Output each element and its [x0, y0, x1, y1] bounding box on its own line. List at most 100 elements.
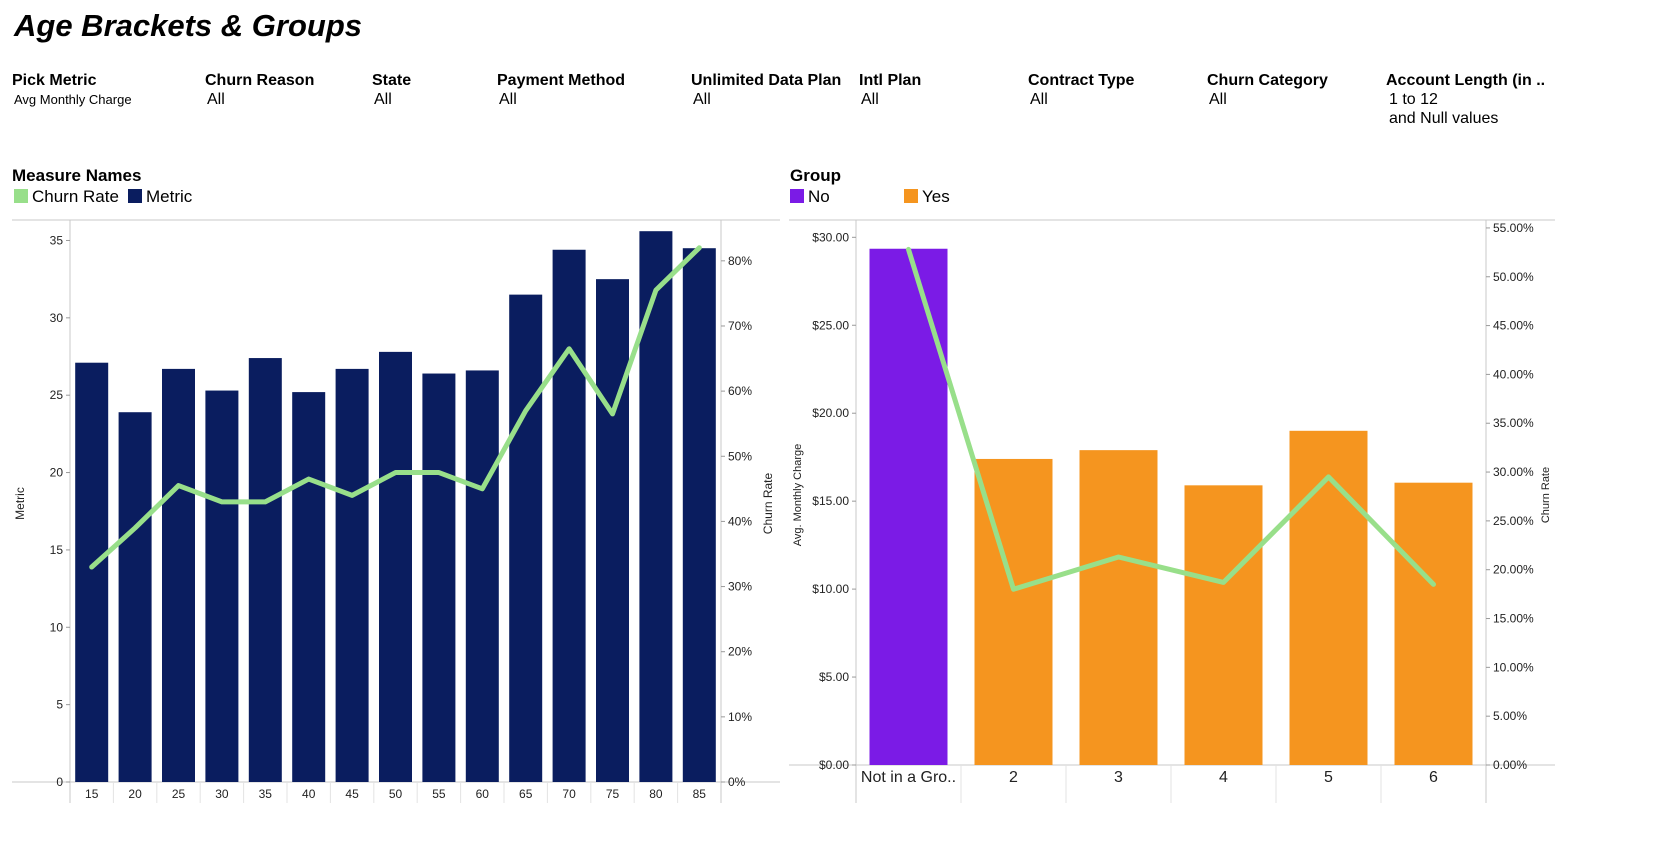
- legend-swatch: [14, 189, 28, 203]
- chart1-churn-rate-point: [698, 247, 700, 249]
- chart1-churn-rate-point: [351, 494, 353, 496]
- filter-value[interactable]: All: [374, 91, 392, 108]
- chart1-churn-rate-point: [221, 501, 223, 503]
- chart1-right-tick-label: 80%: [728, 254, 752, 268]
- chart1-category-label: 50: [389, 787, 403, 801]
- chart1-right-tick-label: 10%: [728, 710, 752, 724]
- chart1-category-label: 40: [302, 787, 316, 801]
- filter-churn-category[interactable]: Churn Category All: [1207, 72, 1328, 109]
- chart1-left-tick-label: 15: [50, 543, 64, 557]
- chart1-bar: [422, 373, 456, 782]
- chart2-right-tick-label: 25.00%: [1493, 514, 1534, 528]
- chart1-churn-rate-point: [178, 485, 179, 487]
- chart1-bar: [335, 368, 369, 782]
- filter-label: Contract Type: [1028, 72, 1135, 89]
- chart1-churn-rate-point: [655, 289, 657, 291]
- legend-item-no[interactable]: No: [790, 187, 830, 207]
- chart2-churn-rate-point: [908, 248, 909, 250]
- chart1-bar: [379, 351, 412, 782]
- chart1-churn-rate-point: [438, 472, 440, 474]
- chart1-category-label: 70: [562, 787, 576, 801]
- filter-contract-type[interactable]: Contract Type All: [1028, 72, 1134, 109]
- chart1-bar: [682, 248, 716, 783]
- filter-account-length[interactable]: Account Length (in .. 1 to 12 and Null v…: [1386, 72, 1545, 128]
- chart1-bar: [639, 231, 673, 782]
- filter-value-null[interactable]: and Null values: [1389, 110, 1499, 127]
- filter-payment-method[interactable]: Payment Method All: [497, 72, 625, 109]
- chart2-left-tick-label: $20.00: [812, 406, 849, 420]
- chart1-left-tick-label: 20: [50, 466, 64, 480]
- chart2-left-tick-label: $5.00: [819, 670, 849, 684]
- chart1-category-label: 80: [649, 787, 663, 801]
- chart2-right-axis-title: Churn Rate: [1540, 467, 1552, 523]
- chart1-category-label: 65: [519, 787, 533, 801]
- chart1-category-label: 25: [172, 787, 186, 801]
- chart1-left-axis-title: Metric: [13, 487, 27, 520]
- filter-value[interactable]: All: [693, 91, 711, 108]
- chart2-bar: [1394, 482, 1473, 765]
- chart1-churn-rate-point: [481, 488, 483, 490]
- filter-churn-reason[interactable]: Churn Reason All: [205, 72, 314, 109]
- filter-value[interactable]: All: [499, 91, 517, 108]
- legend-measure-names: Measure Names Churn Rate Metric: [12, 166, 192, 209]
- legend-item-label: Yes: [922, 187, 950, 206]
- chart2-left-tick-label: $10.00: [812, 582, 849, 596]
- chart2-category-label: 6: [1429, 769, 1438, 786]
- chart1-right-tick-label: 20%: [728, 645, 752, 659]
- chart1-bar: [596, 279, 629, 782]
- chart1-category-label: 35: [259, 787, 273, 801]
- chart2-right-tick-label: 40.00%: [1493, 367, 1534, 381]
- chart2-right-tick-label: 35.00%: [1493, 416, 1534, 430]
- chart2-right-tick-label: 20.00%: [1493, 563, 1534, 577]
- chart1-bar: [248, 358, 282, 782]
- chart1-bar: [118, 412, 152, 782]
- chart2-right-tick-label: 30.00%: [1493, 465, 1534, 479]
- legend-swatch: [790, 189, 804, 203]
- chart2-bar: [1079, 450, 1158, 765]
- chart1-right-tick-label: 70%: [728, 319, 752, 333]
- filter-value[interactable]: All: [1209, 91, 1227, 108]
- chart2-right-tick-label: 55.00%: [1493, 221, 1534, 235]
- legend-title: Measure Names: [12, 166, 142, 185]
- chart2-category-label: 5: [1324, 769, 1333, 786]
- chart1-churn-rate-point: [525, 410, 527, 412]
- legend-swatch: [904, 189, 918, 203]
- chart1-category-label: 15: [85, 787, 99, 801]
- chart1-left-tick-label: 25: [50, 388, 64, 402]
- chart2-churn-rate-point: [1118, 556, 1119, 558]
- chart1-category-label: 20: [128, 787, 142, 801]
- legend-item-yes[interactable]: Yes: [904, 187, 950, 207]
- filter-label: Pick Metric: [12, 72, 97, 89]
- legend-item-label: No: [808, 187, 830, 206]
- chart1-category-label: 55: [432, 787, 446, 801]
- chart1-category-label: 45: [345, 787, 359, 801]
- filter-label: Account Length (in ..: [1386, 72, 1546, 89]
- chart2-churn-rate-point: [1013, 588, 1014, 590]
- chart1-category-label: 60: [476, 787, 490, 801]
- legend-item-metric[interactable]: Metric: [128, 187, 192, 207]
- chart1-churn-rate-point: [568, 348, 570, 350]
- filter-value[interactable]: 1 to 12: [1389, 91, 1438, 108]
- filter-unlimited-data-plan[interactable]: Unlimited Data Plan All: [691, 72, 841, 109]
- chart1-bar: [552, 249, 586, 782]
- filter-pick-metric[interactable]: Pick Metric Avg Monthly Charge: [12, 72, 132, 109]
- chart2-right-tick-label: 10.00%: [1493, 660, 1534, 674]
- filter-state[interactable]: State All: [372, 72, 411, 109]
- chart1-category-label: 85: [693, 787, 707, 801]
- chart2-right-tick-label: 50.00%: [1493, 270, 1534, 284]
- filter-value[interactable]: All: [207, 91, 225, 108]
- filter-intl-plan[interactable]: Intl Plan All: [859, 72, 921, 109]
- filter-label: Unlimited Data Plan: [691, 72, 842, 89]
- chart1-churn-rate-point: [91, 566, 93, 568]
- filter-value[interactable]: All: [861, 91, 879, 108]
- filter-value[interactable]: All: [1030, 91, 1048, 108]
- chart2-right-tick-label: 15.00%: [1493, 612, 1534, 626]
- legend-item-churn-rate[interactable]: Churn Rate: [14, 187, 119, 207]
- chart1-bar: [509, 294, 543, 782]
- chart2-left-tick-label: $15.00: [812, 494, 849, 508]
- chart2-category-label: Not in a Gro..: [861, 769, 956, 786]
- chart2-bar: [1184, 485, 1263, 765]
- legend-swatch: [128, 189, 142, 203]
- legend-item-label: Churn Rate: [32, 187, 119, 206]
- filter-value[interactable]: Avg Monthly Charge: [14, 92, 132, 107]
